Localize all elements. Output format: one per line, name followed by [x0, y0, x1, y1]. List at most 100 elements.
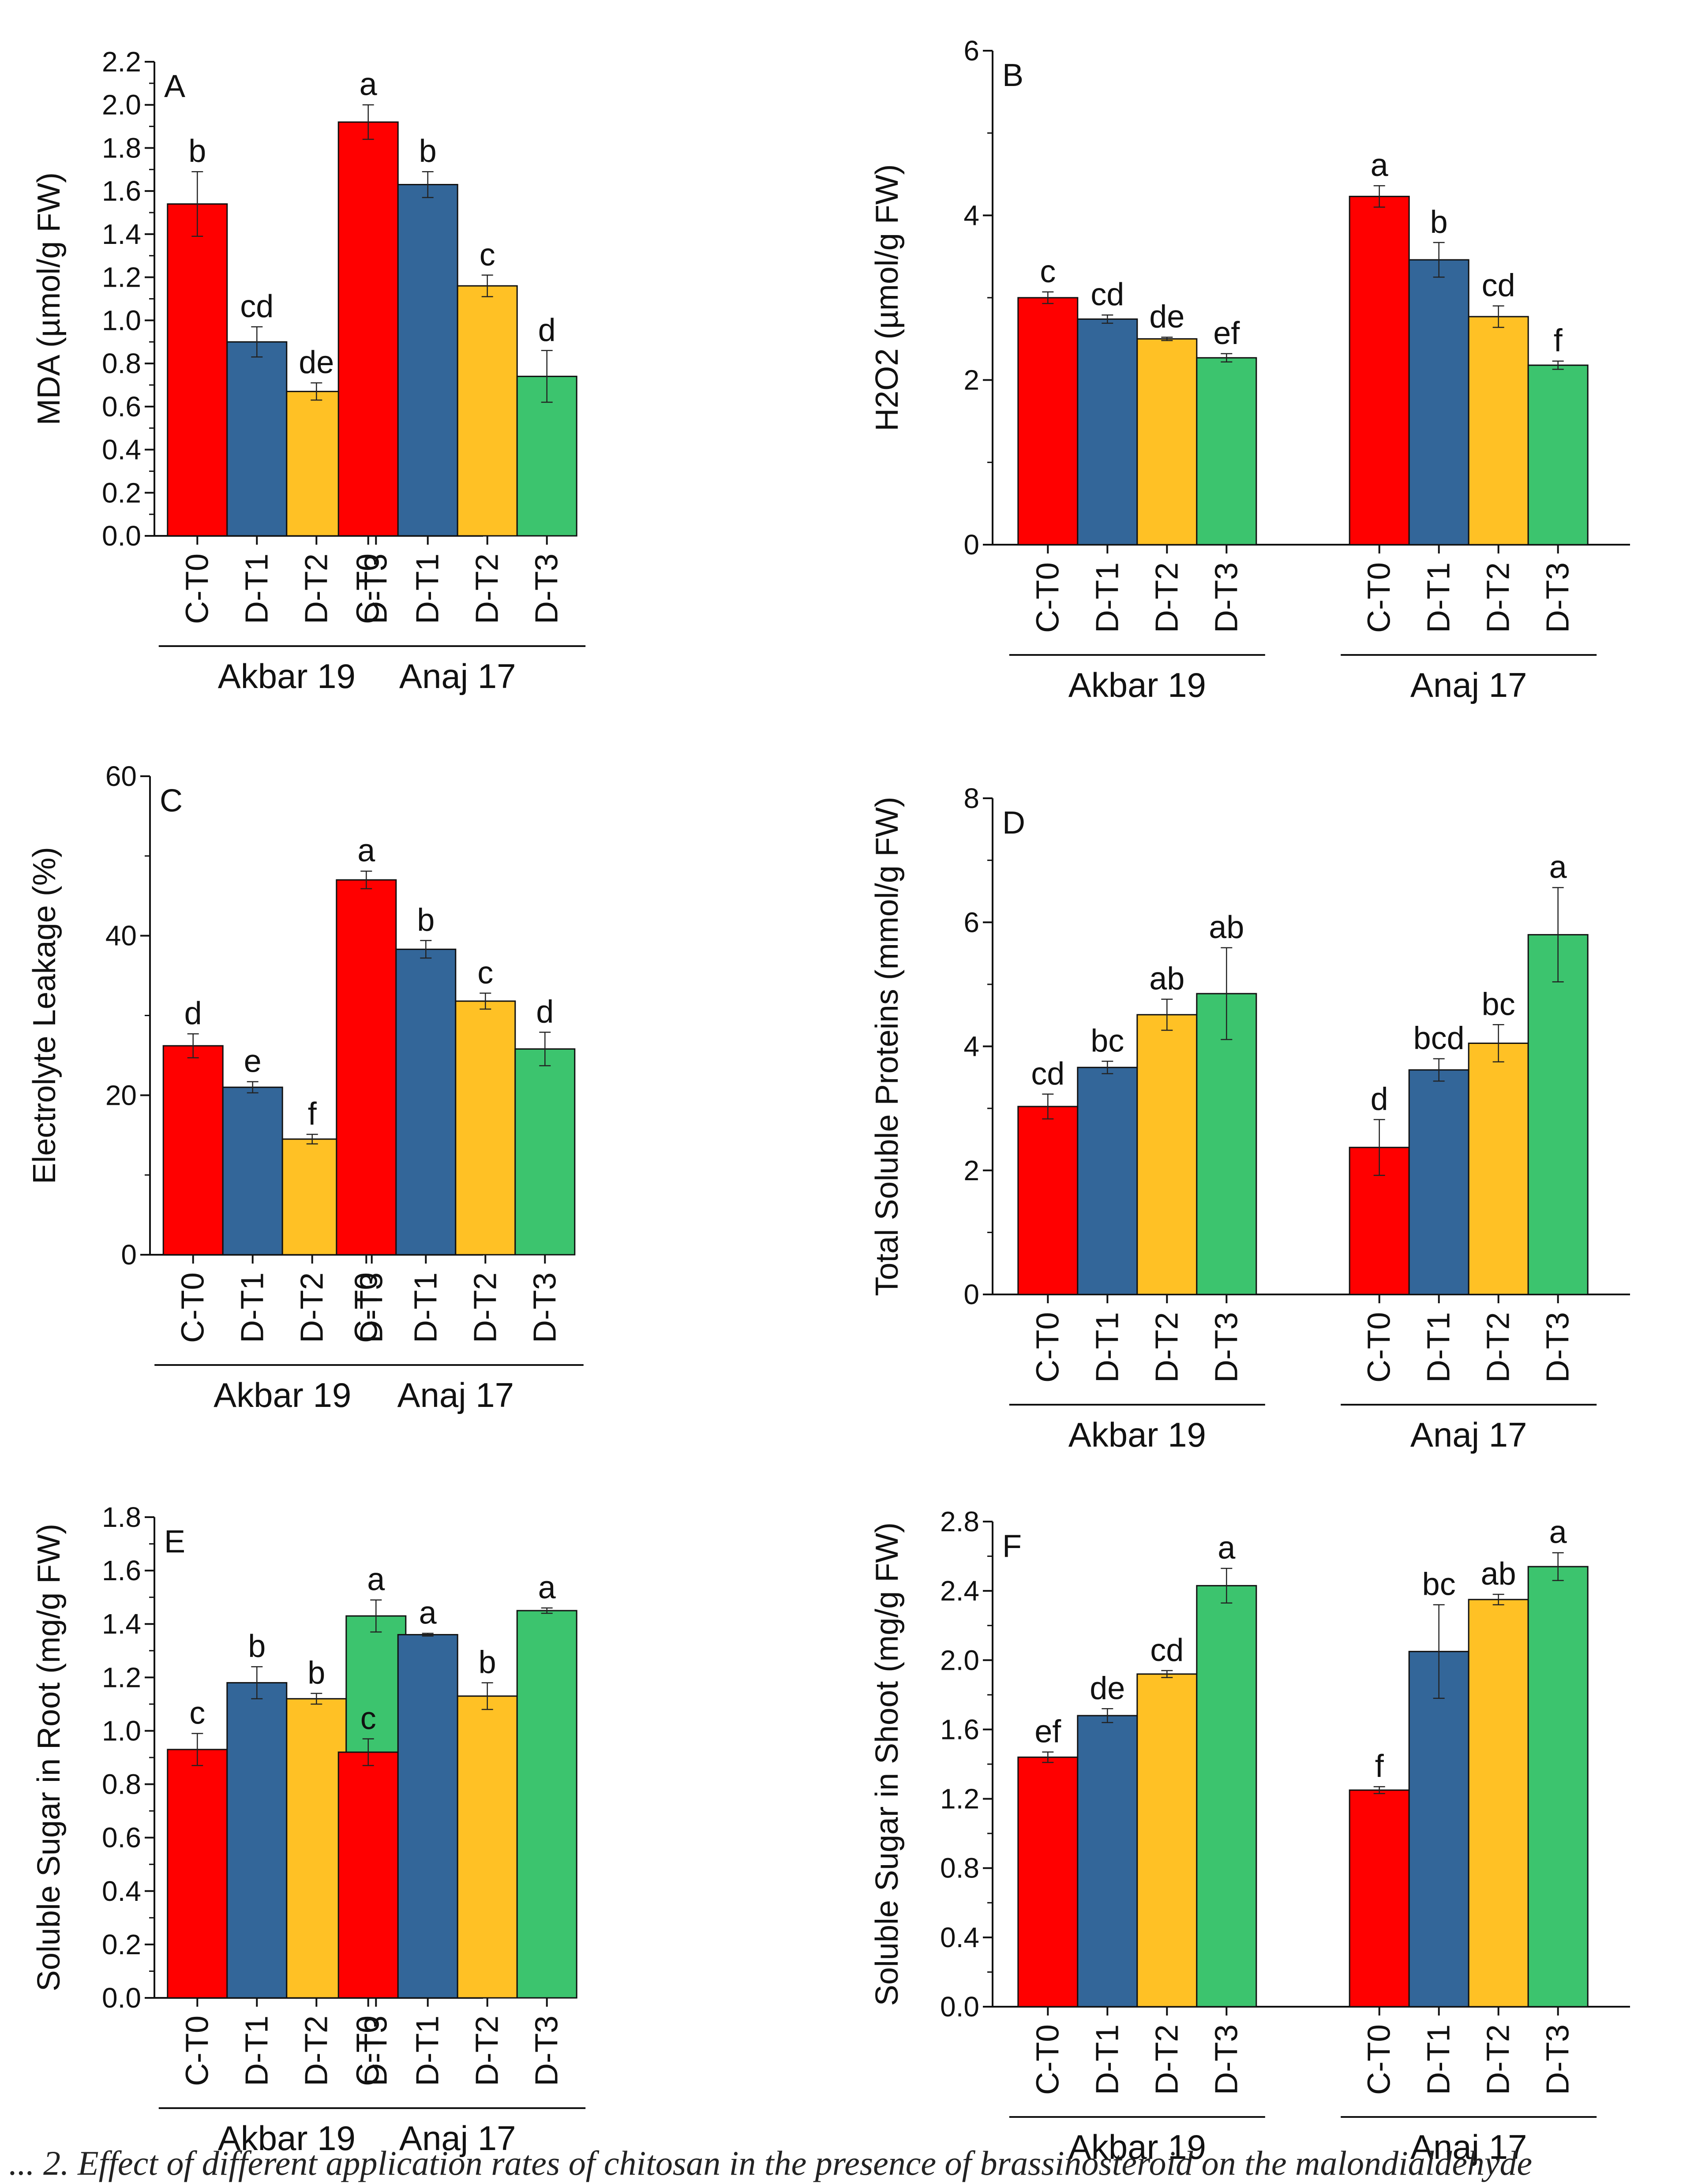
- significance-letter: bc: [1482, 987, 1515, 1022]
- group-label: Akbar 19: [1068, 2128, 1206, 2166]
- group-label: Akbar 19: [1068, 666, 1206, 704]
- y-tick-label: 0.8: [940, 1852, 979, 1884]
- significance-letter: c: [360, 1701, 376, 1736]
- y-tick-label: 1.8: [102, 132, 141, 164]
- significance-letter: d: [1371, 1081, 1388, 1117]
- panel-letter: C: [160, 783, 183, 819]
- panel-letter: E: [164, 1524, 185, 1559]
- significance-letter: a: [1218, 1530, 1236, 1566]
- y-tick-label: 0.0: [940, 1991, 979, 2023]
- group-label: Anaj 17: [1410, 1415, 1527, 1454]
- bar: [1468, 1042, 1529, 1295]
- y-tick-label: 2.8: [940, 1506, 979, 1537]
- significance-letter: cd: [1482, 268, 1515, 303]
- y-tick-label: 0.6: [102, 391, 141, 423]
- bar: [1077, 318, 1138, 546]
- significance-letter: d: [536, 994, 554, 1029]
- category-label: D-T1: [410, 2016, 446, 2086]
- significance-letter: a: [1549, 1515, 1567, 1550]
- category-label: D-T3: [1209, 562, 1244, 633]
- significance-letter: de: [299, 345, 334, 380]
- y-tick-label: 2.0: [102, 89, 141, 121]
- bar: [286, 1698, 347, 1999]
- bar: [395, 948, 457, 1256]
- category-label: D-T1: [408, 1272, 443, 1343]
- category-label: D-T3: [529, 553, 565, 624]
- significance-letter: a: [367, 1562, 385, 1597]
- bar: [516, 1610, 577, 1999]
- y-tick-label: 1.4: [102, 1608, 141, 1640]
- bar: [1349, 1789, 1410, 2008]
- bar: [336, 879, 397, 1256]
- chart-panel-b: 0 2 4 6 H2O2 (µmol/g FW) Bc C-T0 cd D-T1 de D-T2 ef…: [869, 35, 1630, 704]
- bar: [457, 285, 518, 537]
- y-tick-label: 6: [963, 906, 979, 938]
- y-tick-label: 2.0: [940, 1644, 979, 1676]
- category-label: D-T1: [1421, 562, 1457, 633]
- group-label: Anaj 17: [399, 657, 516, 696]
- significance-letter: f: [308, 1096, 317, 1132]
- bar: [226, 341, 288, 537]
- y-tick-label: 0: [963, 1279, 979, 1310]
- category-label: C-T0: [1362, 2024, 1397, 2095]
- category-label: C-T0: [180, 2016, 215, 2086]
- significance-letter: b: [419, 134, 437, 169]
- bar: [1468, 1599, 1529, 2008]
- category-label: C-T0: [176, 1272, 211, 1343]
- bar: [1017, 1106, 1079, 1295]
- y-axis-title: Soluble Sugar in Shoot (mg/g FW): [869, 1522, 905, 2006]
- significance-letter: e: [244, 1044, 262, 1079]
- significance-letter: b: [417, 903, 435, 938]
- category-label: D-T3: [529, 2016, 565, 2086]
- category-label: D-T2: [1149, 1312, 1184, 1383]
- category-label: C-T0: [1030, 562, 1065, 633]
- category-label: D-T2: [470, 553, 505, 624]
- y-tick-label: 1.6: [940, 1713, 979, 1745]
- bar: [455, 1000, 516, 1256]
- category-label: D-T3: [358, 2016, 394, 2086]
- y-tick-label: 1.4: [102, 218, 141, 250]
- y-tick-label: 6: [963, 35, 979, 67]
- significance-letter: cd: [1091, 277, 1124, 312]
- significance-letter: a: [357, 833, 375, 868]
- bar: [1196, 357, 1257, 546]
- bar: [1527, 934, 1589, 1295]
- bar: [397, 184, 458, 537]
- group-label: Akbar 19: [214, 1376, 351, 1414]
- y-tick-label: 1.6: [102, 175, 141, 207]
- y-tick-label: 0: [121, 1239, 137, 1271]
- category-label: D-T1: [239, 2016, 274, 2086]
- significance-letter: ab: [1209, 910, 1244, 945]
- category-label: D-T1: [235, 1272, 270, 1343]
- bar: [281, 1138, 343, 1256]
- group-label: Anaj 17: [399, 2119, 516, 2158]
- significance-letter: b: [307, 1656, 325, 1691]
- category-label: D-T3: [1209, 1312, 1244, 1383]
- chart-panel-e: 0.0 0.2 0.4 0.6 0.8 1.0 1.2 1.4 1.6 1.8 Soluble Su…: [31, 1501, 586, 2158]
- group-label: Akbar 19: [218, 2119, 356, 2158]
- category-label: D-T2: [299, 553, 334, 624]
- y-tick-label: 4: [963, 199, 979, 231]
- group-label: Akbar 19: [1068, 1415, 1206, 1454]
- significance-letter: cd: [240, 289, 274, 324]
- y-tick-label: 0.2: [102, 1929, 141, 1960]
- y-tick-label: 60: [105, 760, 137, 792]
- y-tick-label: 0.4: [102, 1875, 141, 1907]
- bar: [1136, 1014, 1198, 1295]
- category-label: C-T0: [180, 553, 215, 624]
- significance-letter: f: [1554, 323, 1563, 359]
- y-tick-label: 2.2: [102, 46, 141, 78]
- group-label: Anaj 17: [1410, 666, 1527, 704]
- category-label: C-T0: [351, 2016, 386, 2086]
- y-tick-label: 4: [963, 1031, 979, 1062]
- bar: [457, 1695, 518, 1999]
- y-tick-label: 2: [963, 1155, 979, 1186]
- category-label: C-T0: [1030, 2024, 1065, 2095]
- category-label: D-T3: [1540, 1312, 1576, 1383]
- significance-letter: c: [480, 237, 495, 273]
- y-tick-label: 2.4: [940, 1575, 979, 1607]
- category-label: D-T2: [1481, 1312, 1516, 1383]
- category-label: D-T1: [1421, 2024, 1457, 2095]
- category-label: D-T2: [468, 1272, 503, 1343]
- category-label: C-T0: [1362, 1312, 1397, 1383]
